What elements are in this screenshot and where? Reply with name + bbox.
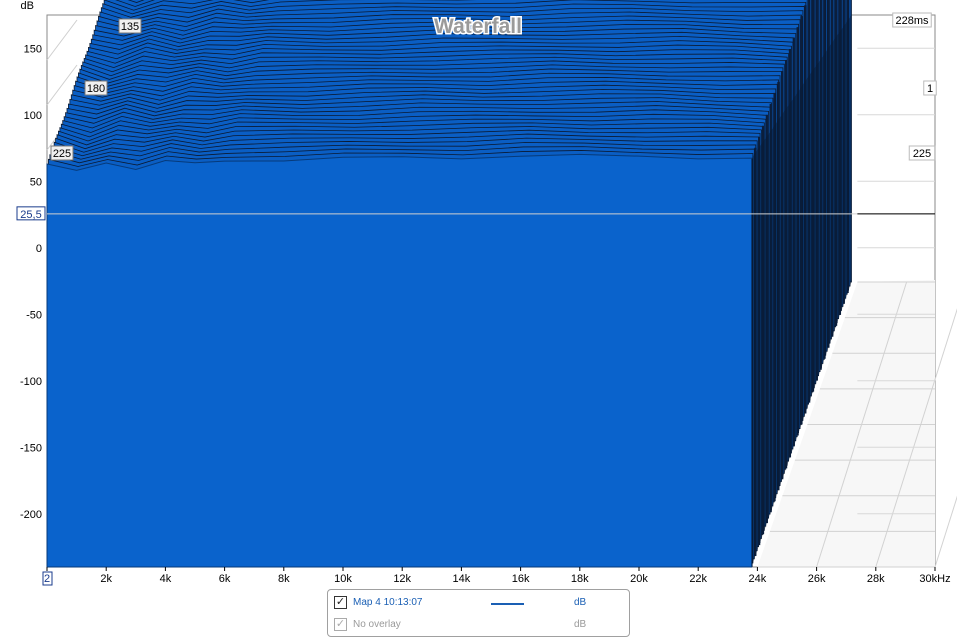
- legend-overlay-unit: dB: [574, 619, 587, 630]
- x-tick-label: 22k: [689, 573, 707, 585]
- x-tick-label: 8k: [278, 573, 290, 585]
- checkbox-map4[interactable]: ✓: [334, 596, 347, 609]
- x-tick-label: 4k: [160, 573, 172, 585]
- time-label-left: 135: [121, 21, 139, 33]
- x-tick-label: 2: [44, 573, 50, 585]
- side-shadow: [751, 15, 852, 567]
- y-tick-label: 0: [36, 243, 42, 255]
- y-tick-label: 150: [24, 43, 42, 55]
- legend-series-name: Map 4 10:13:07: [353, 597, 423, 608]
- legend-item-overlay[interactable]: ✓ No overlay dB: [328, 615, 629, 635]
- x-tick-label: 10k: [334, 573, 352, 585]
- x-tick-label: 30kHz: [919, 573, 950, 585]
- grid-line: [46, 64, 78, 106]
- x-tick-label: 18k: [571, 573, 589, 585]
- y-tick-label: -200: [20, 509, 42, 521]
- legend: ✓ Map 4 10:13:07 dB ✓ No overlay dB: [327, 589, 630, 637]
- x-tick-label: 20k: [630, 573, 648, 585]
- front-slice: [46, 153, 752, 568]
- y-tick-label: 50: [30, 176, 42, 188]
- time-label-left: 225: [53, 148, 71, 160]
- time-label-box: [923, 80, 937, 96]
- time-label-box: [118, 18, 142, 34]
- x-tick-label: 2k: [100, 573, 112, 585]
- time-label-box: [50, 145, 74, 161]
- x-tick-label: 24k: [749, 573, 767, 585]
- grid-line: [875, 308, 957, 568]
- grid-line: [816, 281, 908, 568]
- time-label-box: [84, 80, 108, 96]
- time-label-box: [892, 12, 932, 28]
- x-tick-label: 14k: [453, 573, 471, 585]
- chart-title: Waterfall: [434, 15, 522, 38]
- y-tick-label: 100: [24, 110, 42, 122]
- legend-series-swatch: [491, 603, 524, 605]
- y-tick-label: -100: [20, 376, 42, 388]
- x-tick-label: 16k: [512, 573, 530, 585]
- grid-line: [934, 495, 957, 568]
- y-axis-label: dB: [21, 0, 34, 12]
- front-slice-fill: [46, 153, 752, 568]
- legend-overlay-name: No overlay: [353, 619, 401, 630]
- time-label-left: 180: [87, 83, 105, 95]
- grid-line: [46, 19, 78, 61]
- x-tick-label: 12k: [393, 573, 411, 585]
- cursor-label-box: [16, 206, 46, 221]
- x-tick-label: 6k: [219, 573, 231, 585]
- time-label-right: 225: [913, 148, 931, 160]
- x-start-box: [42, 571, 53, 586]
- legend-item-map4[interactable]: ✓ Map 4 10:13:07 dB: [328, 593, 629, 613]
- y-tick-label: -50: [26, 309, 42, 321]
- cursor-value-label: 25,5: [20, 209, 41, 221]
- time-label-box: [908, 145, 936, 161]
- legend-series-unit: dB: [574, 597, 587, 608]
- y-tick-label: -150: [20, 442, 42, 454]
- x-tick-label: 26k: [808, 573, 826, 585]
- time-label-right: 228ms: [895, 15, 929, 27]
- time-label-right: 1: [927, 83, 933, 95]
- checkbox-overlay[interactable]: ✓: [334, 618, 347, 631]
- grid: [46, 19, 957, 568]
- x-tick-label: 28k: [867, 573, 885, 585]
